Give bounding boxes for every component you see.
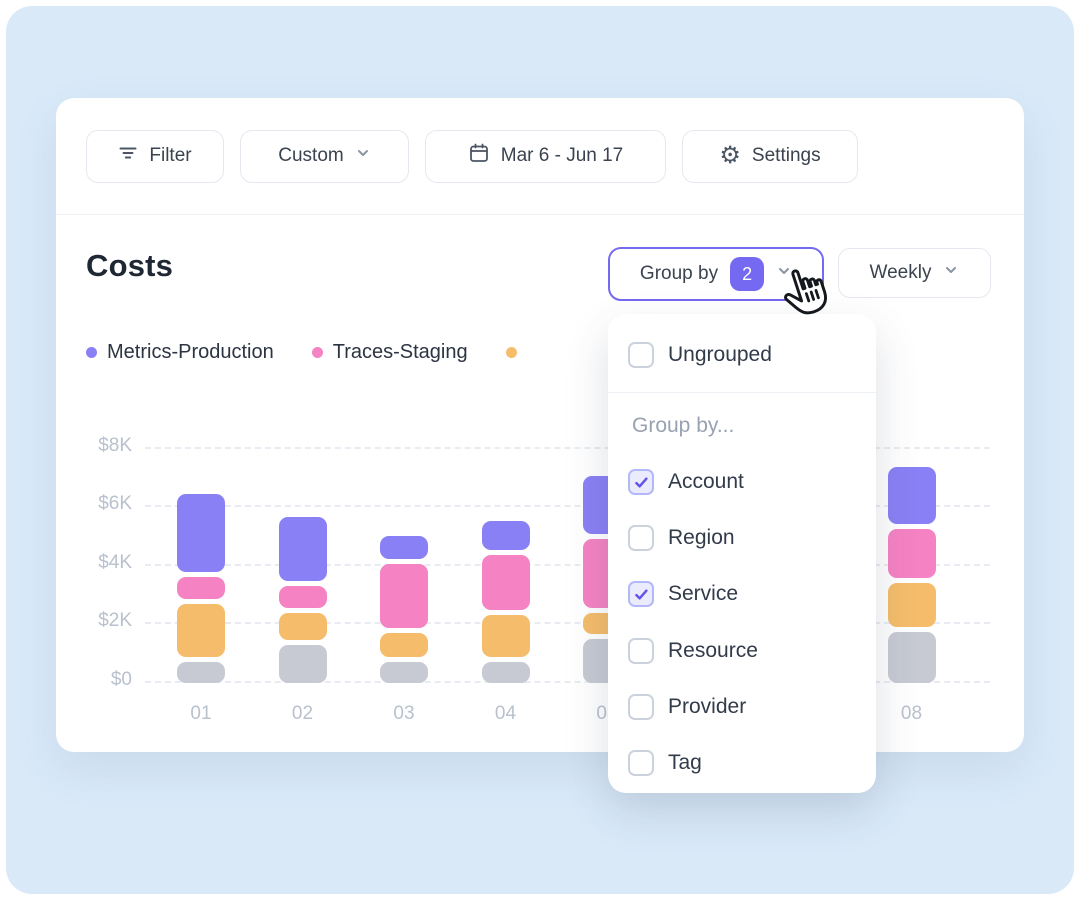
stacked-bar — [177, 494, 225, 683]
bar-segment — [380, 633, 428, 657]
stacked-bar — [481, 521, 530, 683]
dropdown-item-label: Account — [668, 470, 744, 493]
interval-dropdown-label: Weekly — [869, 262, 932, 283]
legend-item[interactable]: Traces-Staging — [311, 340, 468, 364]
bar-segment — [481, 662, 530, 683]
chevron-down-icon — [355, 145, 371, 167]
legend-item[interactable] — [505, 346, 527, 358]
y-axis-tick-label: $2K — [98, 610, 132, 632]
legend-item[interactable]: Metrics-Production — [86, 341, 274, 364]
y-axis-tick-label: $6K — [98, 493, 132, 515]
dropdown-item-label: Provider — [668, 695, 747, 718]
settings-button[interactable]: ⚙ Settings — [682, 129, 858, 183]
chevron-down-icon — [776, 263, 792, 285]
x-axis-tick-label: 03 — [393, 703, 415, 724]
bar-segment — [278, 613, 327, 640]
x-axis-tick-label: 04 — [494, 703, 517, 724]
dropdown-item-label: Region — [668, 526, 735, 549]
checked-checkbox[interactable] — [628, 469, 654, 495]
dropdown-divider — [608, 392, 876, 393]
bar-segment — [887, 583, 936, 627]
page-title: Costs — [86, 248, 174, 283]
dropdown-item-service[interactable]: Service — [628, 574, 860, 614]
bar-segment — [177, 662, 225, 683]
bar-segment — [380, 536, 428, 559]
dropdown-item-label: Service — [668, 582, 739, 605]
toolbar: Filter Custom Mar 6 - — [56, 98, 1024, 215]
costs-panel: Filter Custom Mar 6 - — [56, 98, 1024, 752]
unchecked-checkbox[interactable] — [628, 750, 654, 776]
filter-lines-icon — [118, 144, 138, 168]
legend-dot-icon — [86, 346, 97, 358]
calendar-icon — [468, 142, 490, 170]
settings-button-label: Settings — [751, 145, 821, 166]
unchecked-checkbox[interactable] — [628, 637, 654, 664]
dropdown-item-account[interactable]: Account — [628, 462, 860, 502]
bar-segment — [481, 521, 530, 550]
bar-segment — [887, 467, 936, 524]
dropdown-item-label: Resource — [668, 638, 758, 662]
dropdown-item-region[interactable]: Region — [628, 518, 860, 558]
x-axis-tick-label: 01 — [190, 703, 212, 724]
bar-segment — [887, 632, 936, 683]
unchecked-checkbox[interactable] — [628, 525, 654, 551]
group-by-dropdown-menu: Ungrouped Group by... Account Region Servi… — [608, 314, 876, 793]
bar-segment — [177, 494, 225, 572]
ungrouped-checkbox[interactable] — [628, 342, 654, 368]
interval-dropdown-button[interactable]: Weekly — [838, 248, 991, 298]
dropdown-item-tag[interactable]: Tag — [628, 743, 860, 783]
x-axis-tick-label: 08 — [900, 703, 923, 724]
date-range-button[interactable]: Mar 6 - Jun 17 — [425, 129, 666, 183]
legend-dot-icon — [311, 346, 323, 358]
gear-icon: ⚙ — [719, 142, 741, 169]
y-axis-tick-label: $4K — [98, 551, 132, 573]
custom-dropdown-label: Custom — [278, 145, 344, 166]
y-axis-tick-label: $8K — [98, 435, 132, 456]
dropdown-item-resource[interactable]: Resource — [628, 631, 860, 671]
y-axis-tick-label: $0 — [110, 668, 132, 690]
dropdown-item-label: Tag — [668, 751, 702, 774]
bar-segment — [380, 564, 428, 628]
date-range-label: Mar 6 - Jun 17 — [500, 145, 624, 166]
dropdown-section-label: Group by... — [632, 414, 735, 437]
group-by-count-badge: 2 — [730, 257, 765, 291]
legend-dot-icon — [505, 346, 517, 358]
dropdown-item-ungrouped[interactable]: Ungrouped — [628, 335, 860, 375]
stacked-bar — [278, 517, 327, 683]
bar-segment — [481, 555, 530, 610]
bar-segment — [278, 645, 327, 683]
stacked-bar — [887, 467, 936, 683]
bar-segment — [177, 577, 225, 599]
bar-segment — [278, 586, 327, 608]
dropdown-item-provider[interactable]: Provider — [628, 687, 860, 727]
legend-item-label: Traces-Staging — [332, 340, 468, 363]
custom-dropdown-button[interactable]: Custom — [240, 129, 409, 183]
filter-button[interactable]: Filter — [86, 129, 224, 183]
filter-button-label: Filter — [149, 145, 192, 166]
x-axis-tick-label: 02 — [291, 703, 314, 724]
bar-segment — [177, 604, 225, 657]
group-by-button[interactable]: Group by 2 — [608, 247, 824, 301]
group-by-button-label: Group by — [639, 263, 719, 284]
stacked-bar — [380, 536, 428, 683]
bar-segment — [278, 517, 327, 581]
bar-segment — [380, 662, 428, 683]
unchecked-checkbox[interactable] — [628, 694, 654, 720]
bar-segment — [481, 615, 530, 657]
chart-legend: Metrics-Production Traces-Staging — [86, 338, 527, 366]
legend-item-label: Metrics-Production — [107, 340, 274, 363]
checked-checkbox[interactable] — [628, 581, 654, 607]
chevron-down-icon — [943, 262, 959, 284]
bar-segment — [887, 529, 936, 578]
dropdown-item-label: Ungrouped — [668, 343, 772, 366]
